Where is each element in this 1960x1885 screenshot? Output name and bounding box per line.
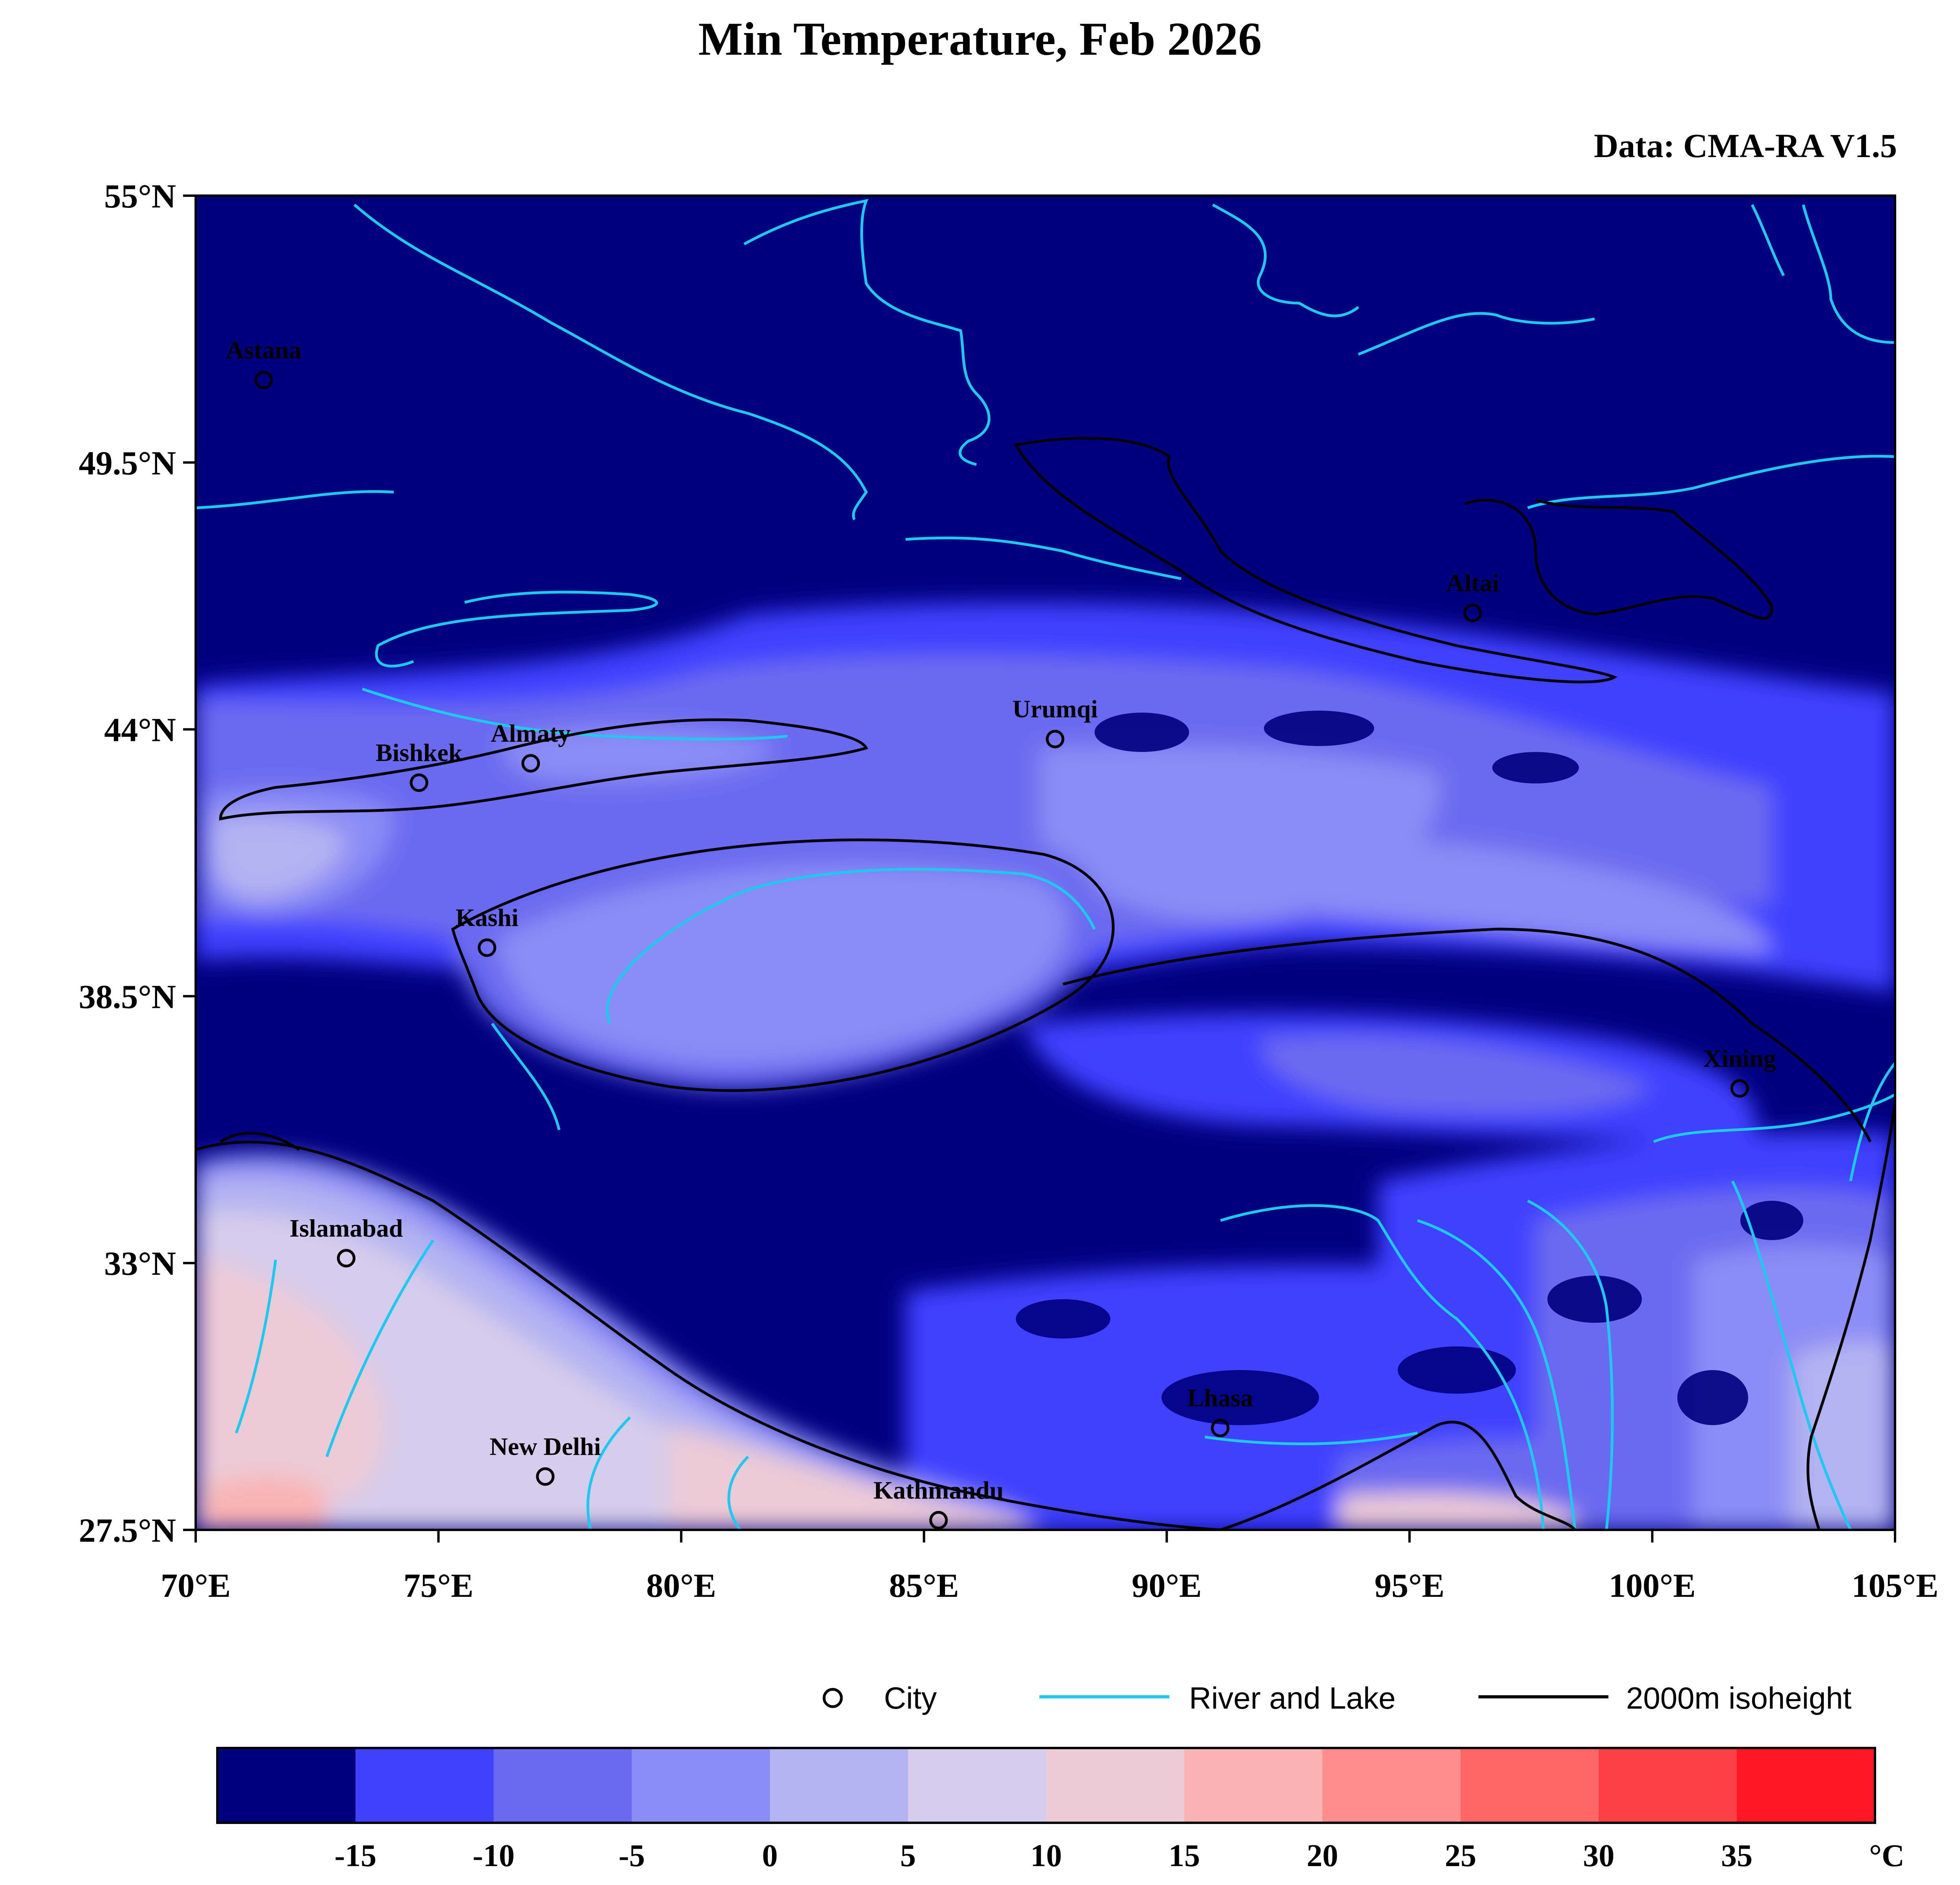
colorbar-frame xyxy=(216,1747,1876,1824)
lon-tick-label: 105°E xyxy=(1852,1567,1939,1604)
city-marker xyxy=(478,938,496,957)
city-marker xyxy=(536,1467,555,1486)
city-marker xyxy=(1211,1418,1230,1437)
city-marker-legend-icon xyxy=(823,1688,843,1708)
city-marker xyxy=(1463,604,1482,622)
colorbar-swatch xyxy=(493,1748,632,1823)
city-marker xyxy=(409,773,428,792)
colorbar-swatch xyxy=(632,1748,771,1823)
city-kashi: Kashi xyxy=(456,904,519,957)
lat-tick-label: 55°N xyxy=(104,177,176,215)
lon-tick-label: 70°E xyxy=(161,1567,231,1604)
colorbar-label: -5 xyxy=(619,1839,645,1873)
colorbar-label: 15 xyxy=(1169,1839,1200,1873)
lon-tick-label: 80°E xyxy=(646,1567,716,1604)
lat-tick-label: 44°N xyxy=(104,711,176,749)
city-marker xyxy=(521,754,540,773)
colorbar-swatch xyxy=(355,1748,494,1823)
colorbar-label: -15 xyxy=(335,1839,377,1873)
city-marker xyxy=(1730,1079,1749,1098)
city-almaty: Almaty xyxy=(491,719,571,773)
city-markers: Astana Altai Urumqi Almaty Bishkek Kashi Xinin… xyxy=(226,336,1776,1529)
city-urumqi: Urumqi xyxy=(1012,695,1098,748)
lat-tick-label: 33°N xyxy=(104,1244,176,1282)
data-source-label: Data: CMA-RA V1.5 xyxy=(1594,127,1897,165)
city-bishkek: Bishkek xyxy=(376,739,463,792)
city-astana: Astana xyxy=(226,336,302,389)
colorbar-label: 20 xyxy=(1307,1839,1338,1873)
temperature-field xyxy=(196,196,1895,1530)
colorbar-label: 10 xyxy=(1030,1839,1062,1873)
city-label: Lhasa xyxy=(1187,1384,1253,1412)
colorbar-swatch xyxy=(1460,1748,1599,1823)
city-label: Astana xyxy=(226,336,302,364)
map-legend: City River and Lake 2000m isoheight xyxy=(823,1681,1852,1715)
colorbar-label: 35 xyxy=(1721,1839,1753,1873)
colorbar-swatch xyxy=(1599,1748,1738,1823)
city-label: New Delhi xyxy=(490,1432,601,1460)
city-islamabad: Islamabad xyxy=(289,1214,403,1268)
city-marker xyxy=(929,1511,948,1529)
colorbar-swatch xyxy=(1184,1748,1323,1823)
lon-tick-label: 75°E xyxy=(404,1567,474,1604)
map-axes: 70°E 75°E 80°E 85°E 90°E 95°E 100°E 105°E 27.5°N… xyxy=(79,177,1938,1604)
isoheight-2000m xyxy=(196,437,1895,1530)
city-marker xyxy=(1046,730,1065,748)
colorbar-swatch xyxy=(1737,1748,1875,1823)
map-frame xyxy=(195,194,1896,1531)
city-label: Almaty xyxy=(491,719,571,747)
city-label: Bishkek xyxy=(376,739,463,767)
city-label: Altai xyxy=(1446,569,1499,597)
city-label: Islamabad xyxy=(289,1214,403,1242)
lat-tick-label: 38.5°N xyxy=(79,978,176,1015)
temperature-colorbar: -15 -10 -5 0 5 10 15 20 25 30 35 °C xyxy=(216,1747,1904,1873)
city-label: Xining xyxy=(1703,1044,1776,1072)
legend-isoheight-label: 2000m isoheight xyxy=(1626,1681,1852,1715)
lon-tick-label: 95°E xyxy=(1375,1567,1445,1604)
lon-tick-label: 90°E xyxy=(1132,1567,1202,1604)
city-label: Urumqi xyxy=(1012,695,1098,723)
legend-river-label: River and Lake xyxy=(1189,1681,1396,1715)
city-marker xyxy=(337,1249,356,1268)
legend-city-label: City xyxy=(884,1681,937,1715)
city-new-delhi: New Delhi xyxy=(490,1432,601,1486)
colorbar-label: -10 xyxy=(472,1839,515,1873)
city-marker xyxy=(254,370,273,389)
colorbar-swatch xyxy=(1322,1748,1461,1823)
colorbar-unit: °C xyxy=(1869,1839,1904,1873)
city-kathmandu: Kathmandu xyxy=(873,1476,1004,1529)
colorbar-swatch xyxy=(770,1748,909,1823)
colorbar-swatch xyxy=(908,1748,1047,1823)
lat-tick-label: 49.5°N xyxy=(79,444,176,482)
colorbar-swatch xyxy=(217,1748,356,1823)
city-label: Kashi xyxy=(456,904,519,931)
colorbar-label: 0 xyxy=(762,1839,778,1873)
colorbar-label: 30 xyxy=(1583,1839,1614,1873)
city-lhasa: Lhasa xyxy=(1187,1384,1253,1437)
colorbar-swatch xyxy=(1046,1748,1185,1823)
figure-title: Min Temperature, Feb 2026 xyxy=(698,13,1262,65)
rivers-and-lakes xyxy=(196,199,1895,1530)
city-xining: Xining xyxy=(1703,1044,1776,1098)
lon-tick-label: 100°E xyxy=(1609,1567,1696,1604)
lon-tick-label: 85°E xyxy=(889,1567,959,1604)
city-altai: Altai xyxy=(1446,569,1499,622)
colorbar-label: 25 xyxy=(1445,1839,1476,1873)
colorbar-label: 5 xyxy=(900,1839,916,1873)
lat-tick-label: 27.5°N xyxy=(79,1511,176,1549)
city-label: Kathmandu xyxy=(873,1476,1004,1504)
